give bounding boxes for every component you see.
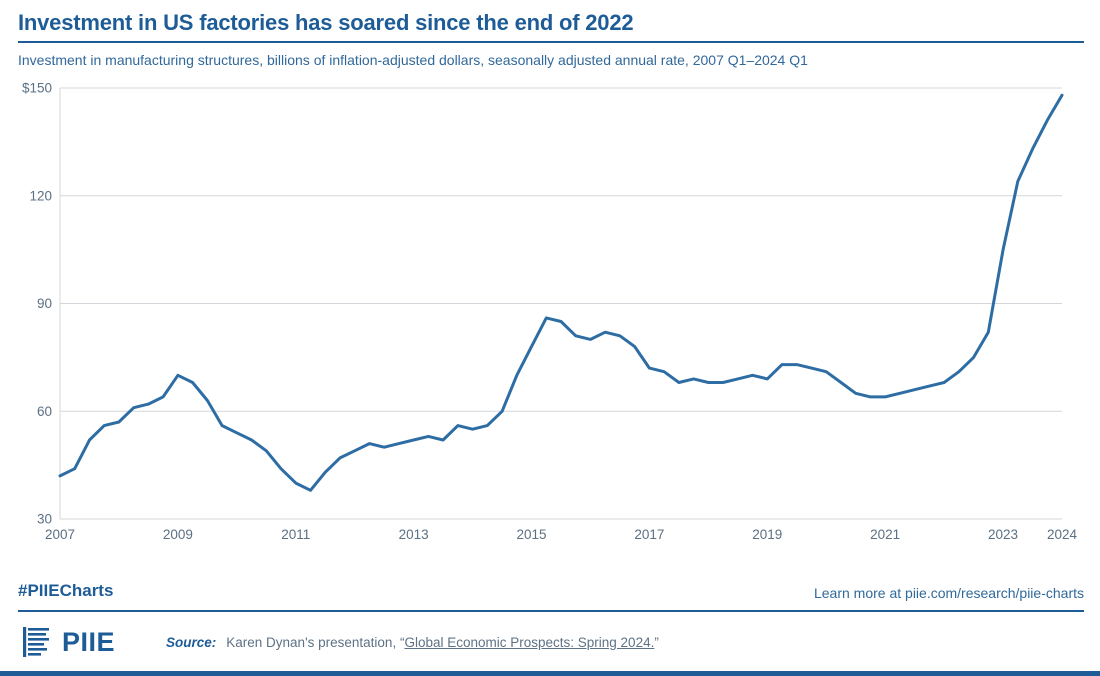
x-tick-label: 2023 (988, 527, 1018, 542)
source-row: PIIE Source: Karen Dynan's presentation, … (0, 619, 1100, 665)
y-tick-label: $150 (22, 81, 52, 96)
source-text: Karen Dynan's presentation, “ (226, 634, 405, 650)
x-tick-label: 2021 (870, 527, 900, 542)
footer-rule (18, 610, 1084, 613)
x-tick-label: 2009 (163, 527, 193, 542)
title-rule (18, 41, 1084, 44)
footer-row: #PIIECharts Learn more at piie.com/resea… (0, 581, 1100, 601)
learn-more-link[interactable]: Learn more at piie.com/research/piie-cha… (813, 585, 1084, 602)
x-tick-label: 2007 (45, 527, 75, 542)
y-tick-label: 30 (37, 512, 52, 527)
y-tick-label: 120 (29, 189, 52, 204)
y-tick-label: 90 (37, 296, 52, 311)
page-title: Investment in US factories has soared si… (18, 10, 634, 35)
piie-logo-icon (23, 627, 49, 658)
source-suffix: ” (654, 634, 659, 650)
x-tick-label: 2011 (281, 527, 310, 542)
hashtag-label: #PIIECharts (18, 581, 114, 601)
bottom-accent-bar (0, 671, 1100, 676)
x-tick-label: 2024 (1047, 527, 1078, 542)
x-tick-label: 2017 (634, 527, 664, 542)
source-link[interactable]: Global Economic Prospects: Spring 2024. (404, 634, 655, 650)
source-line: Source: Karen Dynan's presentation, “Glob… (166, 635, 659, 650)
chart-header: Investment in US factories has soared si… (0, 0, 1100, 68)
y-tick-label: 60 (37, 404, 52, 419)
series-line (58, 94, 1064, 493)
piie-logo-text: PIIE (62, 626, 116, 657)
piie-logo[interactable]: PIIE (18, 624, 148, 660)
x-tick-label: 2013 (399, 527, 429, 542)
chart-subtitle: Investment in manufacturing structures, … (18, 52, 808, 69)
source-label: Source: (166, 634, 217, 650)
x-tick-label: 2015 (517, 527, 547, 542)
x-tick-label: 2019 (752, 527, 782, 542)
